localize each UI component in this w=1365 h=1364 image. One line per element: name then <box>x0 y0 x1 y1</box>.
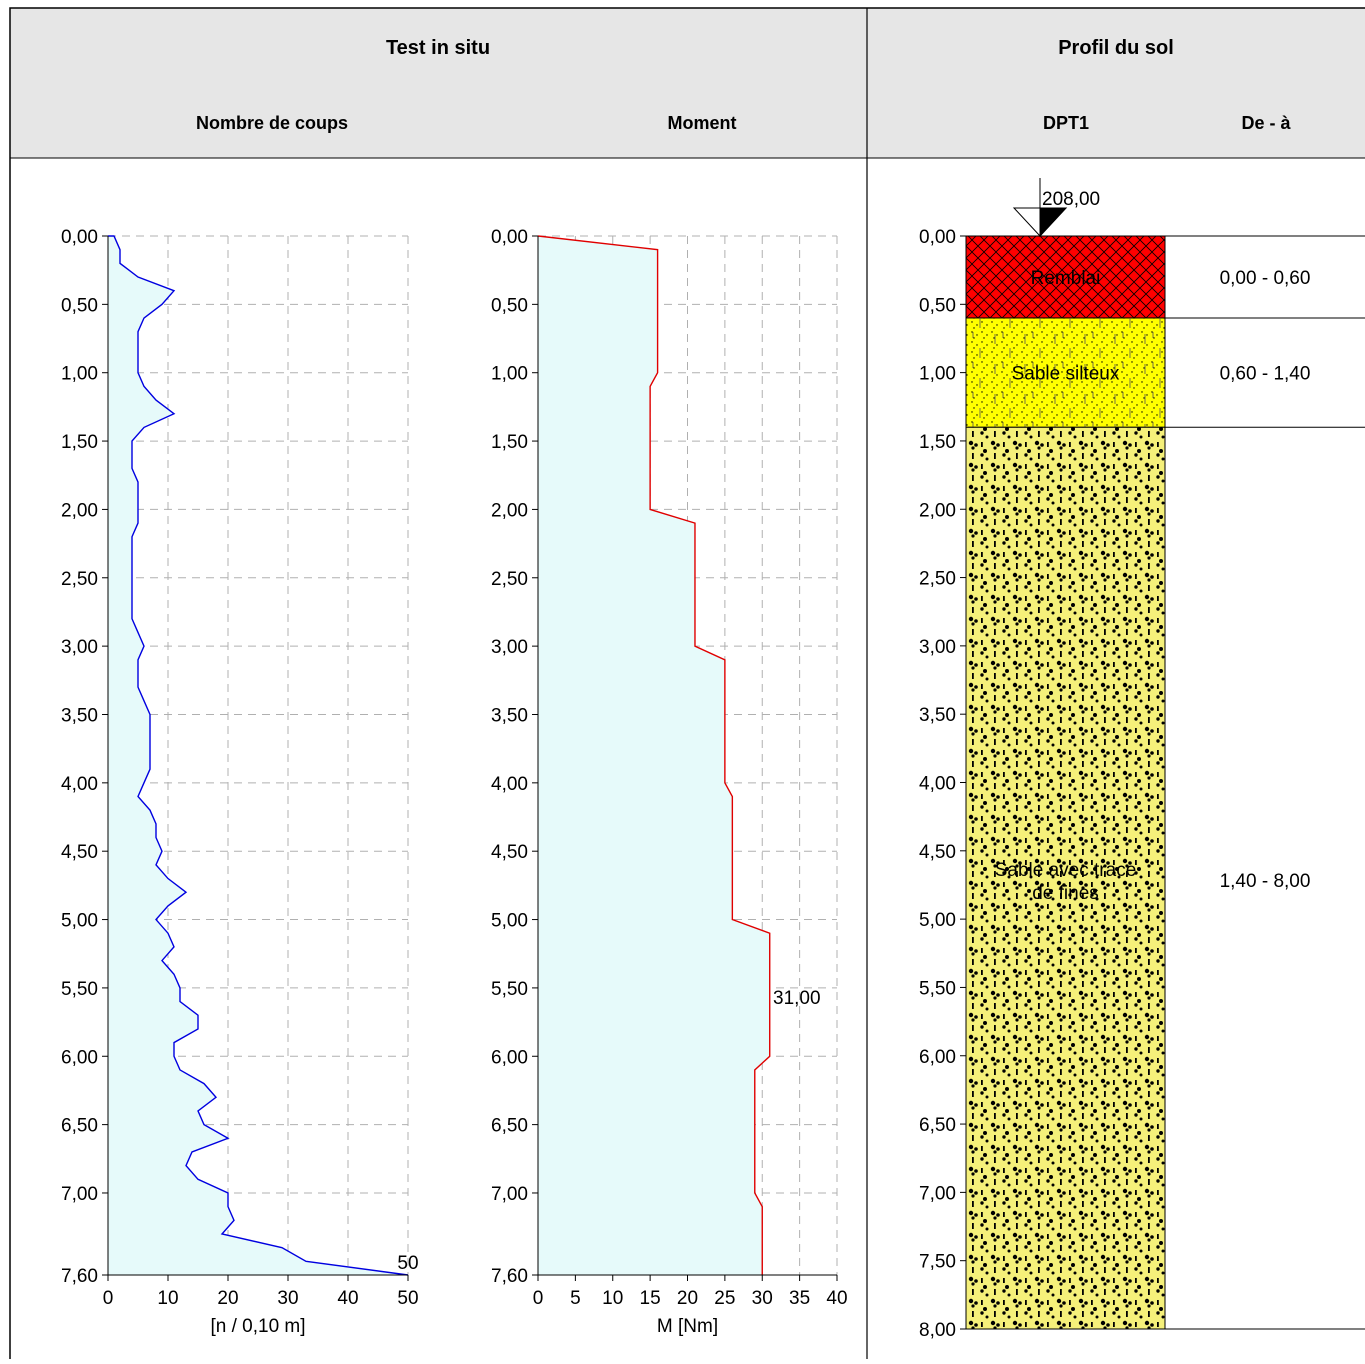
moment-ytick-label: 0,00 <box>491 227 528 248</box>
page-border <box>9 7 1365 1364</box>
moment-ytick-label: 1,00 <box>491 364 528 385</box>
layer-range: 1,40 - 8,00 <box>1220 871 1311 892</box>
profile-ytick-label: 1,00 <box>919 364 956 385</box>
moment-ytick-label: 3,50 <box>491 705 528 726</box>
moment-xtick-label: 35 <box>789 1288 810 1309</box>
blows-area <box>108 236 408 1275</box>
layer-range: 0,00 - 0,60 <box>1220 268 1311 289</box>
header-background-right <box>867 8 1365 158</box>
blows-xtick-label: 30 <box>277 1288 298 1309</box>
profile-ytick-label: 6,50 <box>919 1115 956 1136</box>
blows-xtick-label: 50 <box>397 1288 418 1309</box>
blows-max-label: 50 <box>397 1253 418 1274</box>
profile-ytick-label: 6,00 <box>919 1047 956 1068</box>
blows-ytick-label: 5,00 <box>61 911 98 932</box>
profile-ytick-label: 3,00 <box>919 637 956 658</box>
moment-ytick-label: 5,50 <box>491 979 528 1000</box>
blows-series-line <box>108 235 409 1276</box>
layer-name-line2: de fines <box>1032 883 1099 904</box>
header-background-left <box>10 8 867 158</box>
moment-ytick-label: 2,50 <box>491 569 528 590</box>
blows-ytick-label: 0,00 <box>61 227 98 248</box>
blows-xtick-label: 40 <box>337 1288 358 1309</box>
profile-ytick-label: 3,50 <box>919 705 956 726</box>
layer-range: 0,60 - 1,40 <box>1220 364 1311 385</box>
profile-ytick-label: 0,00 <box>919 227 956 248</box>
moment-ytick-label: 3,00 <box>491 637 528 658</box>
layer-pattern <box>966 427 1165 1329</box>
moment-xtick-label: 40 <box>826 1288 847 1309</box>
blows-xtick-label: 20 <box>217 1288 238 1309</box>
moment-series-line <box>537 235 771 1275</box>
blows-ytick-label: 4,50 <box>61 842 98 863</box>
layer-pattern-lines <box>966 317 1165 428</box>
profile-ytick-label: 2,50 <box>919 569 956 590</box>
profile-ytick-label: 7,50 <box>919 1252 956 1273</box>
blows-ytick-label: 1,50 <box>61 432 98 453</box>
moment-xtick-label: 0 <box>533 1288 544 1309</box>
moment-area <box>538 236 770 1275</box>
blows-ytick-label: 0,50 <box>61 295 98 316</box>
range-column-header: De - à <box>1241 113 1291 133</box>
elevation-marker-fill <box>1039 207 1068 238</box>
moment-ytick-label: 7,60 <box>491 1266 528 1287</box>
moment-xlabel: M [Nm] <box>657 1316 718 1337</box>
blows-xtick-label: 0 <box>103 1288 114 1309</box>
profile-ytick-label: 5,50 <box>919 978 956 999</box>
moment-ytick-label: 6,50 <box>491 1116 528 1137</box>
moment-ytick-label: 0,50 <box>491 295 528 316</box>
profile-ytick-label: 0,50 <box>919 295 956 316</box>
top-elevation-label: 208,00 <box>1042 189 1100 210</box>
blows-column-header: Nombre de coups <box>196 113 348 133</box>
moment-ytick-label: 5,00 <box>491 911 528 932</box>
blows-ytick-label: 7,60 <box>61 1266 98 1287</box>
moment-ytick-label: 6,00 <box>491 1047 528 1068</box>
blows-ytick-label: 7,00 <box>61 1184 98 1205</box>
moment-xtick-label: 20 <box>677 1288 698 1309</box>
moment-ytick-label: 1,50 <box>491 432 528 453</box>
blows-ytick-label: 1,00 <box>61 364 98 385</box>
layer-pattern <box>966 236 1165 318</box>
blows-ytick-label: 2,50 <box>61 569 98 590</box>
moment-ytick-label: 4,00 <box>491 774 528 795</box>
moment-ytick-label: 2,00 <box>491 500 528 521</box>
blows-ytick-label: 4,00 <box>61 774 98 795</box>
profile-column-header: DPT1 <box>1043 113 1089 133</box>
moment-ytick-label: 7,00 <box>491 1184 528 1205</box>
profile-ytick-label: 2,00 <box>919 500 956 521</box>
moment-xtick-label: 30 <box>752 1288 773 1309</box>
layer-name: Sable silteux <box>1012 364 1120 385</box>
layer-name: Remblai <box>1031 268 1101 289</box>
blows-xtick-label: 10 <box>157 1288 178 1309</box>
profile-ytick-label: 4,50 <box>919 842 956 863</box>
moment-xtick-label: 15 <box>640 1288 661 1309</box>
moment-chart: 0,00 0,50 1,00 1,50 2,00 2,50 3,00 3,50 4,00 4,50… <box>491 227 848 1337</box>
blows-ytick-label: 6,50 <box>61 1116 98 1137</box>
blows-xlabel: [n / 0,10 m] <box>210 1316 305 1337</box>
moment-column-header: Moment <box>668 113 737 133</box>
moment-xtick-label: 5 <box>570 1288 581 1309</box>
blows-ytick-label: 3,50 <box>61 705 98 726</box>
blows-ytick-label: 5,50 <box>61 979 98 1000</box>
moment-max-label: 31,00 <box>773 988 821 1009</box>
blows-chart: 0,00 0,50 1,00 1,50 2,00 2,50 3,00 3,50 4,00 4,50… <box>61 227 419 1337</box>
test-title: Test in situ <box>386 37 490 59</box>
layer-name-line1: Sable avec trace <box>995 860 1137 881</box>
profile-ytick-label: 1,50 <box>919 432 956 453</box>
blows-ytick-label: 2,00 <box>61 500 98 521</box>
soil-profile: Remblai 0,00 - 0,60 Sable silteux 0,60 - 1,… <box>919 178 1365 1341</box>
profile-ytick-label: 8,00 <box>919 1320 956 1341</box>
profile-ytick-label: 5,00 <box>919 910 956 931</box>
moment-xtick-label: 10 <box>602 1288 623 1309</box>
profile-ytick-label: 4,00 <box>919 774 956 795</box>
blows-ytick-label: 6,00 <box>61 1047 98 1068</box>
moment-ytick-label: 4,50 <box>491 842 528 863</box>
profile-title: Profil du sol <box>1058 37 1174 59</box>
blows-ytick-label: 3,00 <box>61 637 98 658</box>
profile-ytick-label: 7,00 <box>919 1183 956 1204</box>
moment-xtick-label: 25 <box>714 1288 735 1309</box>
